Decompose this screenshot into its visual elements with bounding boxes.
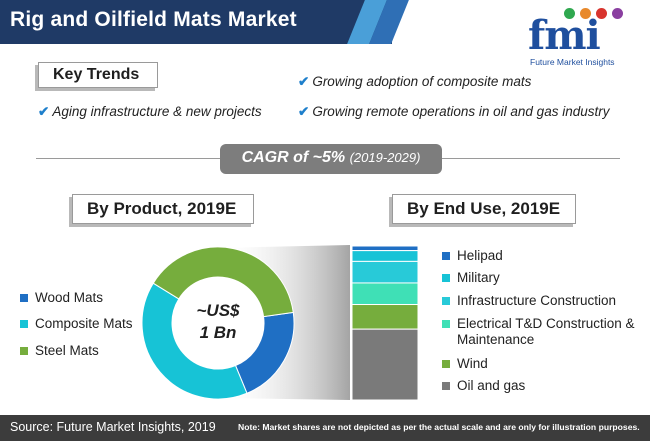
enduse-chart-title: By End Use, 2019E <box>392 194 576 224</box>
legend-item-steel-mats: Steel Mats <box>20 343 99 359</box>
donut-center <box>172 277 264 369</box>
checkmark-icon: ✔ <box>38 104 50 119</box>
legend-label: Helipad <box>457 248 503 263</box>
legend-label: Wood Mats <box>35 290 104 305</box>
checkmark-icon: ✔ <box>298 104 310 119</box>
logo-mark: fmi <box>528 12 601 59</box>
logo-dot <box>580 8 591 19</box>
cagr-banner: CAGR of ~5% (2019-2029) <box>220 144 442 174</box>
legend-label: Electrical T&D Construction & Maintenanc… <box>457 316 635 347</box>
legend-label: Wind <box>457 356 488 371</box>
legend-item-infrastructure-construction: Infrastructure Construction <box>442 293 616 309</box>
legend-label: Steel Mats <box>35 343 99 358</box>
logo-dot <box>564 8 575 19</box>
legend-item-wind: Wind <box>442 356 488 372</box>
legend-swatch <box>442 297 450 305</box>
fmi-logo: fmi Future Market Insights <box>528 4 638 68</box>
checkmark-icon: ✔ <box>298 74 310 89</box>
donut-center-value: 1 Bn <box>200 323 237 342</box>
stack-segment-wind <box>351 304 419 330</box>
legend-item-electrical-td: Electrical T&D Construction & Maintenanc… <box>442 316 637 348</box>
legend-label: Military <box>457 270 500 285</box>
legend-swatch <box>442 360 450 368</box>
stack-segment-military <box>351 250 419 262</box>
key-trends-label: Key Trends <box>38 62 158 88</box>
trend-item: ✔ Growing remote operations in oil and ga… <box>298 104 609 120</box>
legend-swatch <box>442 274 450 282</box>
product-chart-title: By Product, 2019E <box>72 194 254 224</box>
logo-icons <box>564 8 623 19</box>
trend-text: Aging infrastructure & new projects <box>52 104 262 119</box>
legend-swatch <box>442 382 450 390</box>
stack-segment-electrical-t-d-construction-maintenance <box>351 282 419 306</box>
stack-segment-oil-and-gas <box>351 328 419 401</box>
donut-center-label: ~US$ <box>197 301 241 320</box>
trend-text: Growing remote operations in oil and gas… <box>312 104 610 119</box>
logo-dot <box>612 8 623 19</box>
legend-label: Oil and gas <box>457 378 526 393</box>
logo-subtitle: Future Market Insights <box>530 57 615 67</box>
product-donut <box>141 246 295 400</box>
trend-text: Growing adoption of composite mats <box>312 74 532 89</box>
legend-swatch <box>442 320 450 328</box>
trend-item: ✔ Growing adoption of composite mats <box>298 74 531 90</box>
legend-swatch <box>20 294 28 302</box>
legend-swatch <box>20 320 28 328</box>
legend-item-wood-mats: Wood Mats <box>20 290 103 306</box>
legend-item-helipad: Helipad <box>442 248 503 264</box>
title-bar: Rig and Oilfield Mats Market <box>0 0 409 44</box>
legend-item-oil-and-gas: Oil and gas <box>442 378 525 394</box>
page-title: Rig and Oilfield Mats Market <box>10 8 297 31</box>
stack-segment-helipad <box>351 245 419 252</box>
cagr-years: (2019-2029) <box>349 150 421 165</box>
legend-label: Composite Mats <box>35 316 133 331</box>
cagr-value: CAGR of ~5% <box>241 149 346 166</box>
stack-segment-infrastructure-construction <box>351 260 419 284</box>
trend-item: ✔ Aging infrastructure & new projects <box>38 104 262 120</box>
legend-swatch <box>20 347 28 355</box>
footer-bar: Source: Future Market Insights, 2019 Not… <box>0 415 650 441</box>
legend-item-military: Military <box>442 270 500 286</box>
legend-swatch <box>442 252 450 260</box>
legend-item-composite-mats: Composite Mats <box>20 316 133 332</box>
disclaimer-note: Note: Market shares are not depicted as … <box>238 422 640 432</box>
enduse-stacked-bar <box>351 245 419 401</box>
source-note: Source: Future Market Insights, 2019 <box>10 420 216 434</box>
legend-label: Infrastructure Construction <box>457 293 617 308</box>
logo-dot <box>596 8 607 19</box>
